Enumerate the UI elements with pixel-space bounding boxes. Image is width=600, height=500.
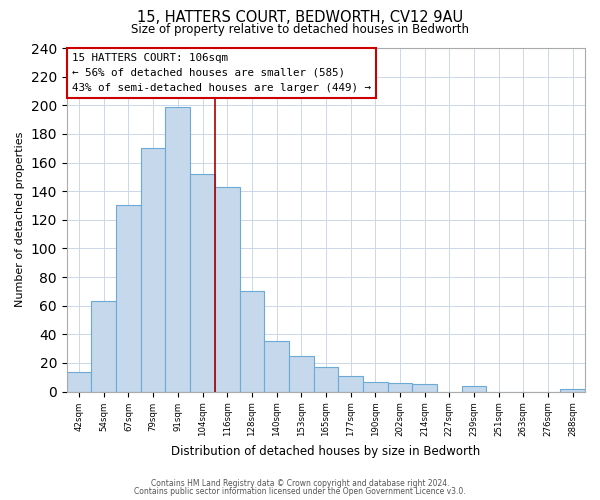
- Bar: [560, 388, 585, 392]
- Bar: [363, 382, 388, 392]
- Bar: [166, 106, 190, 392]
- Text: 15, HATTERS COURT, BEDWORTH, CV12 9AU: 15, HATTERS COURT, BEDWORTH, CV12 9AU: [137, 10, 463, 25]
- Bar: [388, 383, 412, 392]
- Text: Size of property relative to detached houses in Bedworth: Size of property relative to detached ho…: [131, 22, 469, 36]
- Bar: [461, 386, 486, 392]
- Bar: [116, 206, 141, 392]
- Text: Contains public sector information licensed under the Open Government Licence v3: Contains public sector information licen…: [134, 487, 466, 496]
- Bar: [91, 302, 116, 392]
- Text: 15 HATTERS COURT: 106sqm
← 56% of detached houses are smaller (585)
43% of semi-: 15 HATTERS COURT: 106sqm ← 56% of detach…: [72, 53, 371, 93]
- Bar: [314, 367, 338, 392]
- Bar: [412, 384, 437, 392]
- Bar: [338, 376, 363, 392]
- Bar: [289, 356, 314, 392]
- Bar: [239, 292, 264, 392]
- Bar: [67, 372, 91, 392]
- Text: Contains HM Land Registry data © Crown copyright and database right 2024.: Contains HM Land Registry data © Crown c…: [151, 478, 449, 488]
- Bar: [190, 174, 215, 392]
- Bar: [141, 148, 166, 392]
- Bar: [264, 342, 289, 392]
- Bar: [215, 187, 239, 392]
- X-axis label: Distribution of detached houses by size in Bedworth: Distribution of detached houses by size …: [171, 444, 481, 458]
- Y-axis label: Number of detached properties: Number of detached properties: [15, 132, 25, 308]
